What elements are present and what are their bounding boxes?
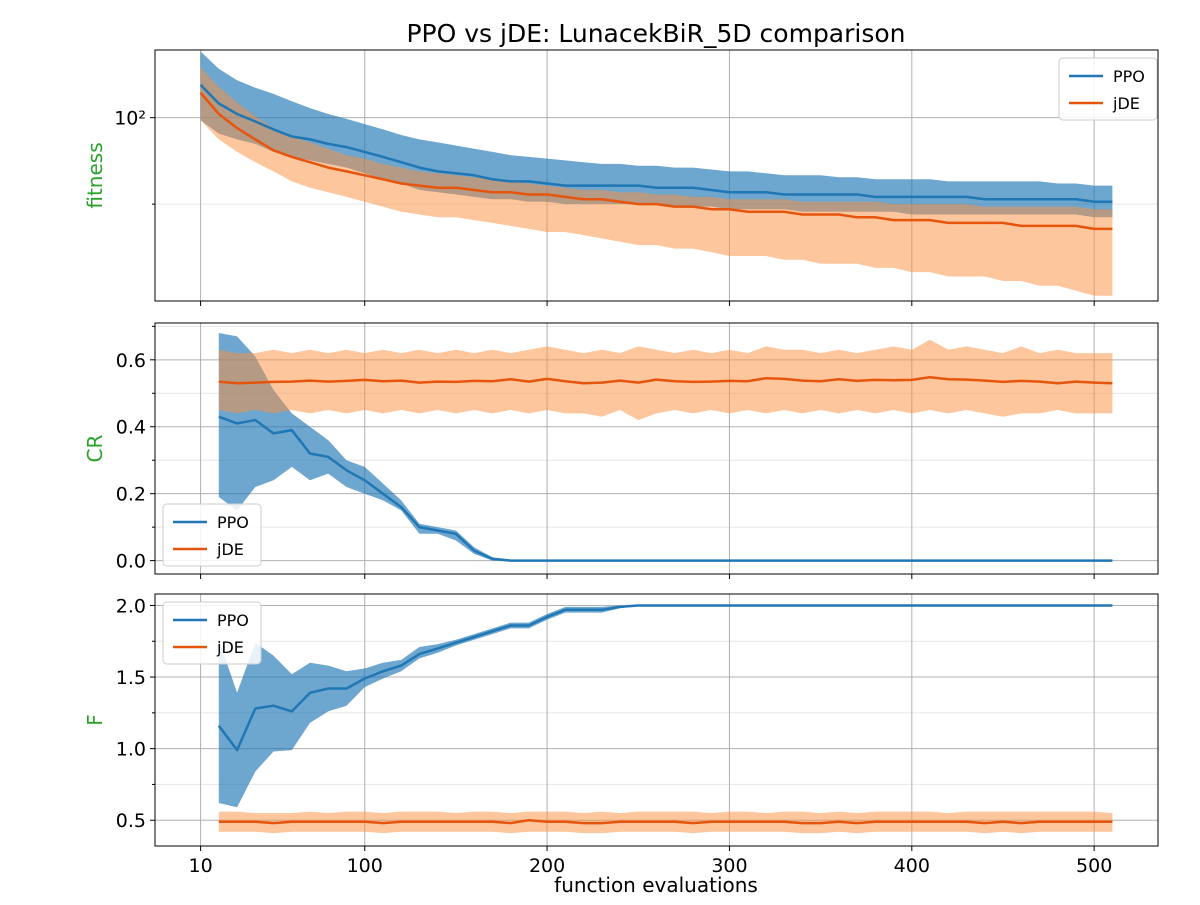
line-jde <box>218 818 1113 825</box>
legend: PPO jDE <box>1058 57 1158 121</box>
y-tick-label: 2.0 <box>116 595 146 617</box>
panel-f: 0.5 1.0 1.5 2.0 10 100 200 300 400 500 F PPO jDE <box>83 593 1159 877</box>
legend-label-ppo: PPO <box>1113 67 1145 86</box>
y-tick-label: 0.6 <box>116 350 146 372</box>
x-tick-label: 400 <box>894 855 930 877</box>
plot-area <box>218 333 1113 562</box>
line-ppo <box>199 84 1113 203</box>
legend-label-ppo: PPO <box>217 513 249 532</box>
y-tick-label: 0.5 <box>116 810 146 832</box>
legend-label-ppo: PPO <box>217 611 249 630</box>
line-jde <box>199 91 1113 231</box>
legend-frame <box>162 601 262 665</box>
y-tick-label: 0.4 <box>116 417 146 439</box>
legend-frame <box>1058 57 1158 121</box>
y-axis-label: F <box>83 714 107 726</box>
x-tick-label: 10 <box>188 855 212 877</box>
x-tick-label: 300 <box>711 855 747 877</box>
panel-fitness: 10² fitness PPO jDE <box>83 49 1159 306</box>
line-jde <box>218 375 1113 385</box>
x-tick-label: 100 <box>347 855 383 877</box>
line-ppo <box>217 604 1113 752</box>
y-axis-label: CR <box>83 434 107 462</box>
y-tick-label: 1.5 <box>116 667 146 689</box>
plot-area <box>199 51 1113 296</box>
x-tick-label: 500 <box>1076 855 1112 877</box>
axes-frame <box>154 593 1159 847</box>
y-axis-label: fitness <box>83 142 107 208</box>
band-ppo <box>218 605 1113 808</box>
legend: PPO jDE <box>162 503 262 567</box>
y-tick-label: 10² <box>114 108 146 130</box>
legend-label-jde: jDE <box>216 638 244 657</box>
legend-label-jde: jDE <box>216 540 244 559</box>
x-tick-label: 200 <box>529 855 565 877</box>
y-tick-label: 0.2 <box>116 484 146 506</box>
panel-cr: 0.0 0.2 0.4 0.6 CR PPO jDE <box>83 322 1159 579</box>
axes-frame <box>154 49 1159 302</box>
y-tick-label: 1.0 <box>116 739 146 761</box>
axes-frame <box>154 322 1159 575</box>
line-ppo <box>218 415 1113 562</box>
legend-label-jde: jDE <box>1112 94 1140 113</box>
chart-title: PPO vs jDE: LunacekBiR_5D comparison <box>406 19 905 48</box>
legend: PPO jDE <box>162 601 262 665</box>
legend-frame <box>162 503 262 567</box>
x-axis-label: function evaluations <box>554 873 758 897</box>
plot-area <box>217 604 1113 834</box>
y-tick-label: 0.0 <box>116 551 146 573</box>
band-jde <box>200 67 1113 296</box>
